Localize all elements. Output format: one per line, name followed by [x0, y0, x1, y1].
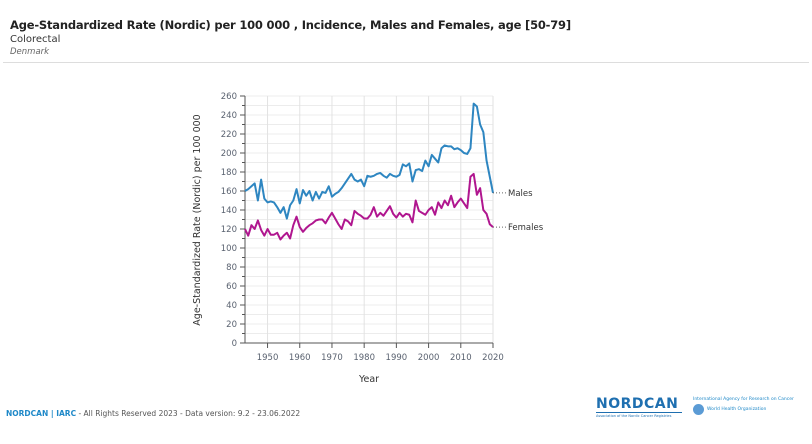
- grid: [245, 95, 494, 343]
- y-tick-label: 60: [226, 282, 237, 292]
- chart-header: Age-Standardized Rate (Nordic) per 100 0…: [10, 18, 571, 57]
- y-tick-label: 140: [221, 206, 237, 216]
- x-tick-label: 2010: [450, 353, 472, 363]
- nordcan-logo[interactable]: NORDCAN Association of the Nordic Cancer…: [596, 396, 682, 418]
- country-label: Denmark: [10, 47, 50, 57]
- x-tick-label: 1990: [386, 353, 408, 363]
- x-tick-label: 2020: [482, 353, 504, 363]
- footer-text: - All Rights Reserved 2023 - Data versio…: [76, 409, 301, 418]
- y-tick-label: 80: [226, 263, 237, 273]
- iarc-logo[interactable]: International Agency for Research on Can…: [693, 397, 803, 415]
- axes: 0 20 40 60 80 100 120 140 160 180 200 220 240 260 1950…: [221, 92, 504, 363]
- y-tick-label: 220: [221, 130, 237, 140]
- series-label-males: Males: [508, 189, 533, 199]
- series-label-females: Females: [508, 223, 544, 233]
- x-tick-label: 1970: [321, 353, 343, 363]
- chart-title: Age-Standardized Rate (Nordic) per 100 0…: [10, 18, 571, 32]
- footer: NORDCAN | IARC - All Rights Reserved 202…: [6, 409, 300, 418]
- header-divider: [3, 62, 809, 63]
- who-text: World Health Organization: [707, 407, 767, 412]
- y-tick-label: 100: [221, 244, 237, 254]
- footer-brand-link[interactable]: NORDCAN | IARC: [6, 409, 77, 418]
- x-tick-label: 2000: [418, 353, 440, 363]
- x-axis-label: Year: [358, 374, 379, 385]
- y-axis-label: Age-Standardized Rate (Nordic) per 100 0…: [192, 114, 203, 325]
- x-tick-label: 1980: [353, 353, 375, 363]
- logos: NORDCAN Association of the Nordic Cancer…: [596, 396, 806, 426]
- series-line-females: [244, 172, 494, 241]
- cancer-site-label: Colorectal: [10, 34, 61, 45]
- who-globe-icon: [693, 404, 704, 415]
- nordcan-subtitle: Association of the Nordic Cancer Registr…: [596, 412, 682, 418]
- y-tick-label: 200: [221, 149, 237, 159]
- x-tick-label: 1960: [289, 353, 311, 363]
- x-tick-label: 1950: [257, 353, 279, 363]
- y-tick-label: 20: [226, 320, 237, 330]
- y-tick-label: 160: [221, 187, 237, 197]
- series-group: Males Females: [244, 102, 544, 241]
- y-tick-label: 180: [221, 168, 237, 178]
- nordcan-wordmark: NORDCAN: [596, 396, 679, 412]
- y-tick-label: 260: [221, 92, 237, 102]
- iarc-text: International Agency for Research on Can…: [693, 397, 794, 402]
- y-tick-label: 0: [232, 339, 237, 349]
- series-line-males: [244, 102, 494, 220]
- y-tick-label: 240: [221, 111, 237, 121]
- y-tick-label: 40: [226, 301, 237, 311]
- y-tick-label: 120: [221, 225, 237, 235]
